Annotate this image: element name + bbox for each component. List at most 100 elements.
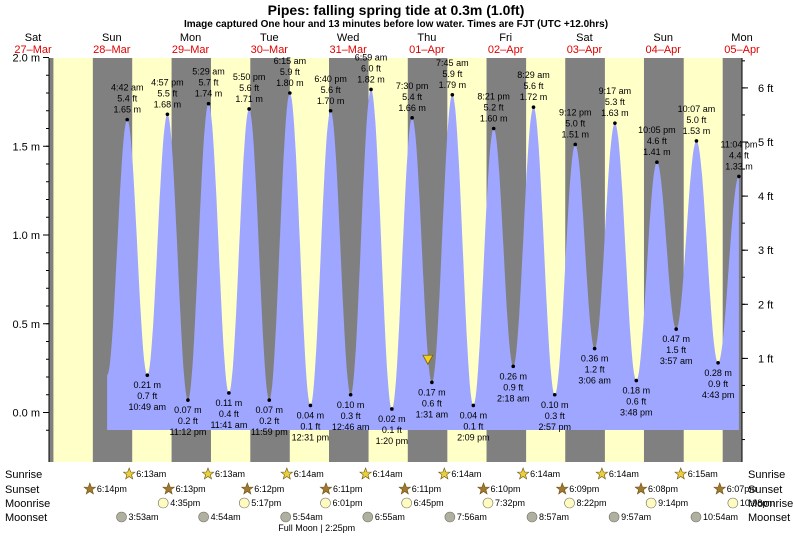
low-tide-feet: 0.1 ft (463, 421, 484, 431)
high-tide-feet: 5.4 ft (117, 94, 138, 104)
right-tick-label: 4 ft (758, 191, 773, 203)
high-tide-time: 7:45 am (436, 58, 469, 68)
low-tide-feet: 0.9 ft (503, 382, 524, 392)
sunrise-icon (280, 467, 294, 480)
moonset-time: 7:56am (457, 512, 487, 522)
axes: 2.0 m 1.5 m 1.0 m 0.5 m 0.0 m 6 ft 5 ft 4 ft 3 f… (12, 53, 773, 462)
sunrise-icon (595, 467, 609, 480)
day-name: Wed (337, 32, 359, 44)
day-date: 05–Apr (724, 44, 760, 56)
day-date: 04–Apr (645, 44, 681, 56)
day-name: Sat (25, 32, 42, 44)
low-tide-dot (634, 378, 639, 383)
moonrise-icon (564, 497, 575, 509)
high-tide-dot (491, 126, 496, 131)
low-tide-time: 2:18 am (497, 393, 530, 403)
low-tide-time: 2:09 pm (457, 432, 490, 442)
low-tide-dot (390, 407, 394, 411)
low-tide-metres: 0.07 m (256, 405, 284, 415)
sun-moon-rows: Sunrise Sunrise 6:13am 6:13am 6:14am 6:14am 6:… (5, 467, 793, 533)
low-tide-dot (145, 373, 150, 378)
moonrise-row-label-right: Moonrise (748, 498, 793, 510)
low-tide-time: 2:57 pm (538, 422, 571, 432)
day-name: Mon (180, 32, 201, 44)
moonrise-icon (238, 497, 250, 509)
sunrise-icon (516, 467, 530, 480)
low-tide-time: 12:31 pm (292, 432, 330, 442)
high-tide-dot (125, 117, 130, 122)
high-tide-dot (247, 107, 251, 111)
high-tide-dot (694, 139, 699, 143)
high-tide-metres: 1.60 m (480, 114, 508, 124)
moonset-time: 4:54am (211, 512, 241, 522)
sunset-time: 6:07pm (727, 484, 757, 494)
moonset-time: 3:53am (129, 512, 159, 522)
day-name: Mon (731, 32, 752, 44)
sunrise-time: 6:14am (373, 469, 403, 479)
sunrise-icon (122, 467, 136, 480)
moonrise-time: 7:32pm (495, 498, 525, 508)
high-tide-feet: 5.0 ft (565, 118, 586, 128)
sunset-icon (83, 482, 97, 495)
high-tide-dot (288, 91, 292, 95)
low-tide-feet: 0.6 ft (626, 397, 647, 407)
low-tide-feet: 0.1 ft (382, 425, 403, 435)
high-tide-metres: 1.66 m (398, 103, 426, 113)
high-tide-dot (655, 160, 659, 165)
low-tide-feet: 0.4 ft (219, 409, 240, 419)
high-tide-time: 11:04 pm (721, 139, 758, 149)
low-tide-feet: 0.2 ft (259, 416, 280, 426)
low-tide-feet: 0.9 ft (708, 379, 729, 389)
day-date: 28–Mar (93, 44, 131, 56)
low-tide-metres: 0.17 m (418, 387, 446, 397)
high-tide-time: 8:29 am (517, 70, 550, 80)
high-tide-metres: 1.41 m (643, 147, 671, 157)
low-tide-dot (592, 346, 597, 351)
sunset-icon (634, 482, 648, 495)
high-tide-feet: 4.6 ft (647, 136, 668, 146)
high-tide-metres: 1.70 m (317, 96, 345, 106)
low-tide-dot (348, 392, 353, 397)
moonrise-time: 6:45pm (414, 498, 444, 508)
high-tide-dot (613, 121, 617, 125)
right-tick-label: 2 ft (758, 299, 773, 311)
sunrise-time: 6:14am (530, 469, 560, 479)
moonset-icon (526, 511, 538, 523)
low-tide-metres: 0.11 m (215, 398, 242, 408)
low-tide-feet: 0.1 ft (300, 421, 321, 431)
moonset-time: 5:54am (293, 512, 323, 522)
sunset-time: 6:08pm (648, 484, 678, 494)
moonset-row-label-left: Moonset (5, 512, 47, 524)
sunset-time: 6:11pm (333, 484, 362, 494)
low-tide-dot (227, 391, 231, 395)
low-tide-time: 3:06 am (578, 376, 611, 386)
sunrise-time: 6:13am (136, 469, 166, 479)
high-tide-metres: 1.51 m (561, 129, 589, 139)
chart-title: Pipes: falling spring tide at 0.3m (1.0f… (268, 2, 525, 18)
high-tide-feet: 5.0 ft (686, 115, 707, 125)
high-tide-dot (573, 142, 578, 147)
sunrise-time: 6:14am (294, 469, 324, 479)
full-moon-note: Full Moon | 2:25pm (278, 523, 355, 533)
moonrise-icon (727, 497, 739, 509)
high-tide-time: 6:40 pm (314, 74, 347, 84)
high-tide-dot (737, 174, 741, 179)
high-tide-feet: 6.0 ft (361, 63, 382, 73)
low-tide-dot (674, 327, 678, 331)
moonset-icon (198, 511, 209, 523)
moonset-time: 6:55am (375, 512, 405, 522)
moonset-icon (690, 511, 702, 523)
sunset-icon (398, 482, 412, 495)
left-tick-label: 1.5 m (12, 141, 40, 153)
sunrise-icon (359, 467, 373, 480)
day-date: 27–Mar (14, 44, 52, 56)
high-tide-feet: 5.6 ft (523, 81, 544, 91)
high-tide-time: 4:42 am (111, 83, 144, 93)
low-tide-metres: 0.04 m (297, 410, 325, 420)
low-tide-time: 3:57 am (660, 356, 693, 366)
high-tide-feet: 5.7 ft (199, 78, 220, 88)
high-tide-dot (369, 87, 373, 92)
low-tide-dot (471, 403, 476, 408)
high-tide-metres: 1.33 m (725, 161, 753, 171)
left-tick-label: 2.0 m (12, 53, 40, 65)
